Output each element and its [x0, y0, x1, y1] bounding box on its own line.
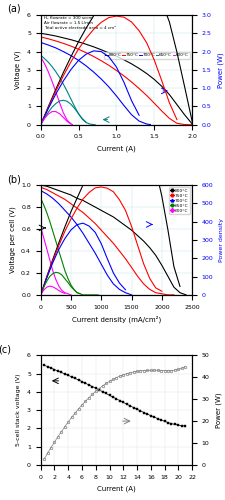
Text: (b): (b) [7, 174, 21, 184]
Text: (a): (a) [7, 4, 21, 14]
Y-axis label: Voltage (V): Voltage (V) [15, 50, 21, 89]
Legend: 800°C, 750°C, 700°C, 650°C, 600°C: 800°C, 750°C, 700°C, 650°C, 600°C [104, 52, 189, 59]
Y-axis label: Power (W): Power (W) [216, 52, 223, 88]
X-axis label: Current density (mA/cm²): Current density (mA/cm²) [72, 315, 160, 322]
Legend: 800°C, 750°C, 700°C, 650°C, 600°C: 800°C, 750°C, 700°C, 650°C, 600°C [168, 188, 189, 214]
X-axis label: Current (A): Current (A) [97, 145, 135, 152]
Text: (c): (c) [0, 344, 11, 354]
Y-axis label: Voltage per cell (V): Voltage per cell (V) [9, 206, 16, 274]
X-axis label: Current (A): Current (A) [97, 486, 135, 492]
Y-axis label: Power (W): Power (W) [214, 392, 221, 428]
Y-axis label: 5-cell stack voltage (V): 5-cell stack voltage (V) [16, 374, 21, 446]
Y-axis label: Power density
(mW/(cm²)): Power density (mW/(cm²)) [218, 218, 225, 262]
Text: H₂ flowrate = 300 sccm
Air flowrate = 1.5 L/min
Total active electrode area = 4 : H₂ flowrate = 300 sccm Air flowrate = 1.… [43, 16, 115, 30]
